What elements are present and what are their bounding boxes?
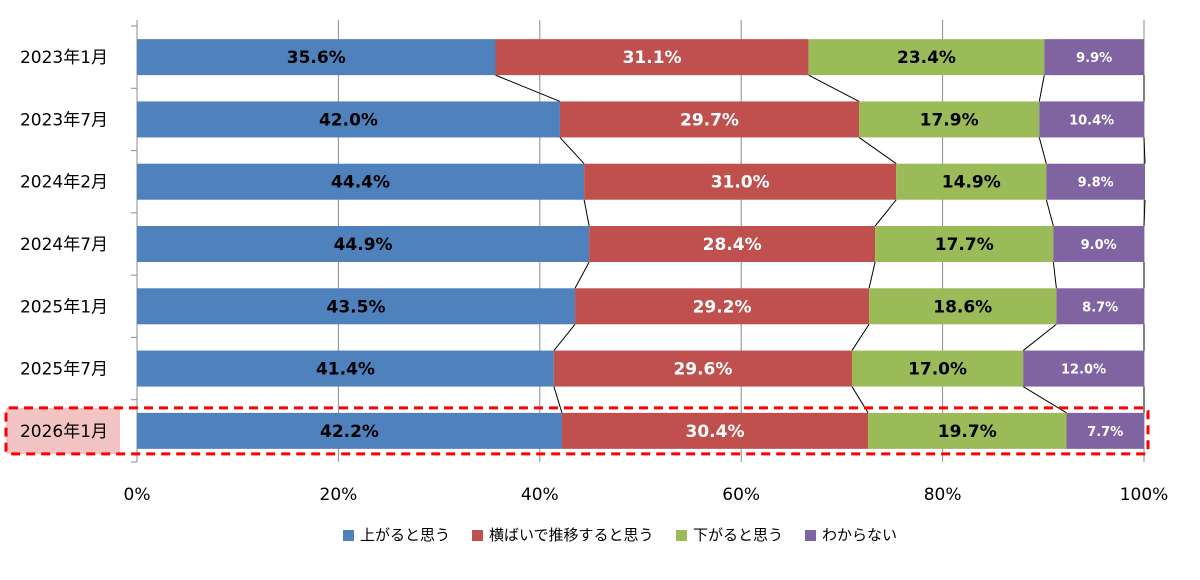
data-label-0-6: 42.2% — [320, 422, 379, 442]
data-label-2-4: 18.6% — [933, 297, 992, 317]
data-label-1-6: 30.4% — [686, 422, 745, 442]
category-label-2: 2024年2月 — [20, 173, 108, 193]
legend-label-0: 上がると思う — [360, 526, 450, 544]
series-line-1-1 — [559, 137, 585, 165]
bar-1-0 — [495, 39, 809, 76]
data-label-2-3: 17.7% — [935, 235, 994, 255]
legend-label-1: 横ばいで推移すると思う — [489, 526, 654, 544]
data-label-0-2: 44.4% — [331, 173, 390, 193]
bar-0-5 — [137, 350, 554, 387]
x-tick-label-1: 20% — [320, 485, 358, 505]
data-label-2-1: 17.9% — [920, 110, 979, 130]
x-tick-label-2: 40% — [521, 485, 559, 505]
series-line-0-2 — [808, 74, 860, 102]
bar-2-6 — [868, 412, 1067, 449]
series-line-2-3 — [1045, 199, 1054, 227]
legend-swatch-0 — [343, 530, 354, 541]
data-label-1-2: 31.0% — [711, 173, 770, 193]
bar-2-0 — [808, 39, 1045, 76]
category-label-4: 2025年1月 — [20, 297, 108, 317]
category-label-0: 2023年1月 — [20, 48, 108, 68]
bar-2-3 — [875, 226, 1054, 262]
bar-3-5 — [1023, 350, 1144, 387]
bar-1-5 — [553, 350, 852, 387]
data-label-1-4: 29.2% — [693, 297, 752, 317]
bar-3-3 — [1053, 226, 1144, 262]
legend-label-3: わからない — [822, 526, 897, 544]
legend-label-2: 下がると思う — [693, 526, 783, 544]
series-line-0-3 — [1038, 75, 1045, 102]
x-tick-label-4: 80% — [924, 485, 962, 505]
data-label-0-5: 41.4% — [316, 360, 375, 380]
legend-swatch-3 — [805, 530, 816, 541]
series-line-1-4 — [1143, 137, 1146, 164]
bar-0-4 — [137, 288, 576, 325]
bar-3-0 — [1044, 39, 1144, 76]
bar-2-1 — [859, 101, 1040, 138]
bar-1-6 — [561, 412, 869, 449]
data-label-2-6: 19.7% — [938, 422, 997, 442]
series-line-2-1 — [583, 199, 590, 227]
data-label-3-5: 12.0% — [1061, 363, 1106, 378]
series-line-3-2 — [868, 261, 876, 289]
bar-0-0 — [137, 39, 496, 76]
data-label-0-3: 44.9% — [334, 235, 393, 255]
x-tick-label-5: 100% — [1120, 485, 1169, 505]
data-label-3-6: 7.7% — [1087, 425, 1123, 440]
series-line-0-1 — [495, 74, 561, 102]
series-line-5-1 — [553, 386, 563, 414]
bar-2-5 — [851, 350, 1024, 387]
bar-3-1 — [1039, 101, 1144, 138]
series-line-3-1 — [574, 261, 590, 289]
bar-3-6 — [1066, 412, 1144, 449]
bar-1-4 — [575, 288, 870, 325]
bar-0-1 — [137, 101, 560, 138]
bar-2-2 — [896, 163, 1047, 200]
data-label-1-1: 29.7% — [680, 110, 739, 130]
series-line-2-4 — [1143, 199, 1146, 227]
category-label-6: 2026年1月 — [20, 422, 108, 442]
bar-2-4 — [869, 288, 1057, 325]
category-label-3: 2024年7月 — [20, 235, 108, 255]
category-label-5: 2025年7月 — [20, 360, 108, 380]
data-label-3-2: 9.8% — [1078, 176, 1114, 191]
x-tick-label-0: 0% — [124, 485, 151, 505]
bar-3-4 — [1056, 288, 1144, 325]
bar-0-6 — [137, 412, 562, 449]
series-line-4-3 — [1022, 323, 1057, 351]
bar-0-3 — [137, 226, 590, 262]
data-label-3-3: 9.0% — [1081, 238, 1117, 253]
data-label-3-1: 10.4% — [1069, 113, 1114, 128]
bar-1-3 — [589, 226, 876, 262]
data-label-0-4: 43.5% — [327, 297, 386, 317]
data-label-3-0: 9.9% — [1076, 51, 1112, 66]
series-line-1-2 — [858, 137, 897, 165]
bar-3-2 — [1046, 163, 1146, 200]
data-label-2-2: 14.9% — [942, 173, 1001, 193]
category-label-1: 2023年7月 — [20, 110, 108, 130]
bar-1-1 — [559, 101, 860, 138]
x-tick-label-3: 60% — [722, 485, 760, 505]
bar-1-2 — [584, 163, 897, 200]
data-label-2-0: 23.4% — [897, 48, 956, 68]
data-label-1-0: 31.1% — [623, 48, 682, 68]
series-line-2-2 — [874, 199, 897, 227]
series-line-1-3 — [1038, 137, 1047, 164]
data-label-2-5: 17.0% — [908, 360, 967, 380]
bar-0-2 — [137, 163, 585, 200]
data-label-0-0: 35.6% — [287, 48, 346, 68]
series-line-4-2 — [851, 324, 870, 351]
highlight-frame — [4, 406, 1150, 456]
data-label-0-1: 42.0% — [319, 110, 378, 130]
legend-swatch-1 — [472, 530, 483, 541]
series-line-4-1 — [553, 323, 576, 351]
data-label-3-4: 8.7% — [1082, 300, 1118, 315]
data-label-1-5: 29.6% — [673, 360, 732, 380]
data-label-1-3: 28.4% — [703, 235, 762, 255]
legend-swatch-2 — [676, 530, 687, 541]
highlight-label-background — [6, 407, 120, 454]
series-line-3-3 — [1052, 261, 1057, 289]
